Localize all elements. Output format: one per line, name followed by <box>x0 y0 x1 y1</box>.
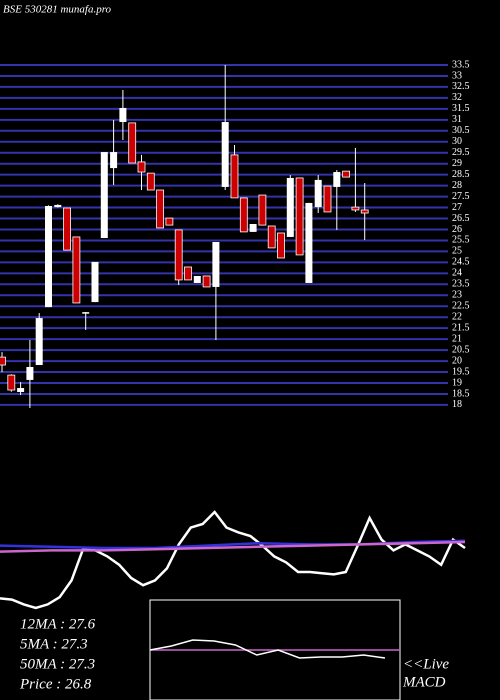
y-tick-label: 23 <box>452 290 462 301</box>
candle-body <box>277 232 285 259</box>
candle-body <box>137 161 146 173</box>
y-tick-label: 31 <box>452 114 462 125</box>
live-label: <<Live <box>403 656 449 672</box>
candle-body <box>45 206 52 308</box>
y-tick-label: 29.5 <box>452 147 470 158</box>
candle-body <box>174 229 183 281</box>
y-tick-label: 26.5 <box>452 213 470 224</box>
y-tick-label: 27 <box>452 202 462 213</box>
y-tick-label: 24.5 <box>452 257 470 268</box>
y-tick-label: 19.5 <box>452 366 470 377</box>
candle-body <box>239 197 248 233</box>
indicator-value: 12MA : 27.6 <box>20 616 96 632</box>
candle-body <box>314 179 322 208</box>
indicator-line <box>0 510 466 610</box>
y-tick-label: 28.5 <box>452 169 470 180</box>
candle-body <box>267 225 276 249</box>
y-tick-label: 29 <box>452 158 462 169</box>
indicator-line <box>0 540 466 553</box>
candle-body <box>35 318 43 366</box>
y-tick-label: 20.5 <box>452 344 470 355</box>
candle-body <box>26 366 34 380</box>
y-tick-label: 21.5 <box>452 322 470 333</box>
candle-body <box>295 177 304 256</box>
y-tick-label: 24 <box>452 268 462 279</box>
y-tick-label: 25.5 <box>452 235 470 246</box>
y-tick-label: 33.5 <box>452 59 470 70</box>
y-tick-label: 18 <box>452 399 462 410</box>
candle-body <box>63 207 71 251</box>
y-tick-label: 25 <box>452 246 462 257</box>
y-tick-label: 33 <box>452 70 462 81</box>
indicator-value: 50MA : 27.3 <box>20 656 95 672</box>
candle-body <box>0 356 6 366</box>
candle-body <box>193 275 201 283</box>
candle-body <box>128 122 137 164</box>
candle-body <box>165 217 174 226</box>
candle-body <box>323 185 332 213</box>
y-tick-label: 27.5 <box>452 191 470 202</box>
candle-body <box>119 107 127 123</box>
y-tick-label: 26 <box>452 224 462 235</box>
candle-body <box>333 172 341 187</box>
y-tick-label: 18.5 <box>452 388 470 399</box>
candle-body <box>286 177 294 237</box>
indicator-value: Price : 26.8 <box>19 676 92 692</box>
candle-body <box>146 172 155 191</box>
candle-body <box>230 154 239 199</box>
candle-body <box>249 223 257 232</box>
y-tick-label: 32 <box>452 92 462 103</box>
candle-body <box>82 312 90 314</box>
candle-body <box>184 266 192 281</box>
candle-body <box>100 152 108 239</box>
y-tick-label: 32.5 <box>452 81 470 92</box>
chart-title: BSE 530281 munafa.pro <box>3 4 112 16</box>
y-tick-label: 31.5 <box>452 103 470 114</box>
candle-body <box>91 261 99 303</box>
indicator-value: 5MA : 27.3 <box>20 636 88 652</box>
candle-body <box>156 189 165 229</box>
macd-line <box>149 639 386 659</box>
candle-body <box>7 374 16 391</box>
candle-body <box>72 236 81 304</box>
y-tick-label: 30.5 <box>452 125 470 136</box>
candle-body <box>212 241 220 287</box>
y-tick-label: 28 <box>452 180 462 191</box>
candle-body <box>360 209 369 214</box>
candle-body <box>305 202 313 283</box>
y-tick-label: 23.5 <box>452 279 470 290</box>
y-tick-label: 22 <box>452 312 462 323</box>
candle-body <box>221 122 229 187</box>
macd-label: MACD <box>402 674 446 690</box>
y-tick-label: 19 <box>452 377 462 388</box>
candle-body <box>342 170 351 178</box>
candle-body <box>351 206 360 211</box>
y-tick-label: 30 <box>452 136 462 147</box>
candle-body <box>202 275 211 288</box>
candle-body <box>17 388 25 392</box>
y-tick-label: 22.5 <box>452 301 470 312</box>
candle-body <box>258 194 267 226</box>
candle-body <box>54 204 62 208</box>
candle-body <box>110 152 118 169</box>
y-tick-label: 20 <box>452 355 462 366</box>
y-tick-label: 21 <box>452 333 462 344</box>
